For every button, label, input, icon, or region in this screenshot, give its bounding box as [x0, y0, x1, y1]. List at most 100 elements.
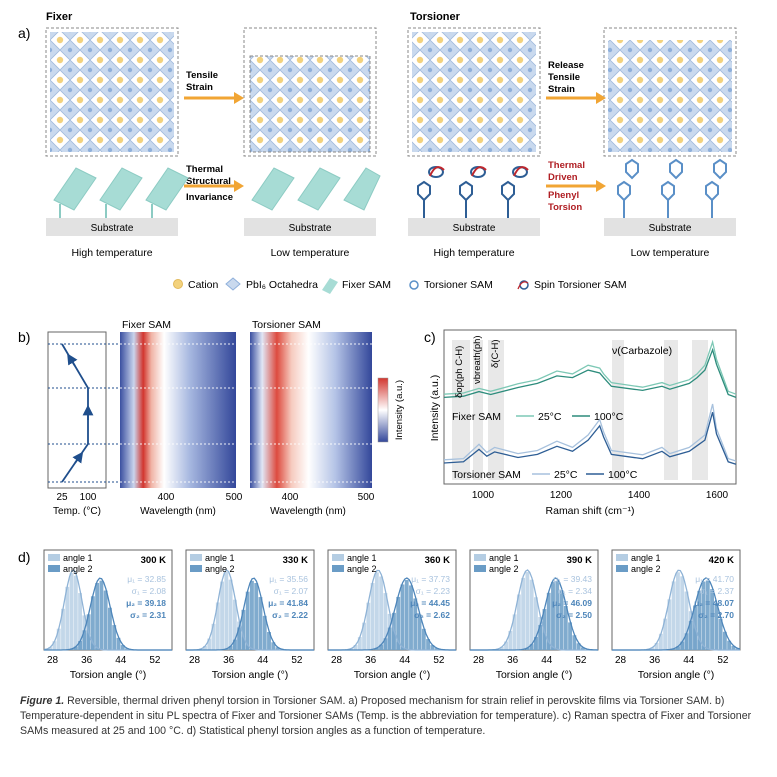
octahedra-icon: [225, 277, 241, 291]
legend-spin-torsioner-sam: Spin Torsioner SAM: [534, 279, 627, 291]
hist-bar-angle1: [680, 576, 685, 650]
hist-x-tick: 36: [507, 655, 519, 666]
legend-fixer-sam: Fixer SAM: [342, 279, 391, 291]
hist-bar-angle1: [676, 572, 680, 650]
hist-x-tick: 44: [399, 655, 411, 666]
hist-bar-angle2: [576, 643, 581, 650]
torsioner-legend-100: 100°C: [608, 469, 638, 481]
legend-angle2: angle 2: [205, 564, 235, 574]
torsioner-sam-high: [417, 166, 529, 218]
hist-bar-angle1: [650, 647, 655, 650]
temp-label-4: Low temperature: [631, 247, 710, 259]
hist-bar-angle2: [676, 646, 680, 650]
hist-bar-angle2: [383, 638, 388, 650]
caption-text: Reversible, thermal driven phenyl torsio…: [20, 695, 752, 737]
hist-bar-angle2: [120, 645, 125, 650]
hist-bar-angle2: [404, 580, 409, 650]
panel-c: c) δop(ph C-H) νbreath(ph) δ(C-H) ν(Carb…: [424, 329, 737, 517]
hist-bar-angle2: [400, 584, 405, 650]
fit-curve-angle2: [612, 577, 741, 651]
legend-swatch-angle2: [616, 565, 628, 572]
fixer-legend-100: 100°C: [594, 411, 624, 423]
hist-bar-angle2: [559, 590, 564, 650]
hist-bar-angle1: [65, 586, 70, 650]
panel-a-label: a): [18, 25, 30, 41]
stat-label: μ₁ = 41.70: [695, 574, 734, 584]
torsioner-wl-tick-500: 500: [358, 492, 375, 503]
torsioner-pl-heatmap: [250, 332, 372, 488]
hist-bar-angle1: [52, 641, 57, 650]
hist-bar-angle1: [525, 572, 530, 650]
hist-x-tick: 36: [223, 655, 235, 666]
hist-bar-angle2: [374, 647, 379, 650]
hist-bar-angle2: [727, 640, 732, 650]
panel-a: a) Fixer Torsioner Tensile Strain Releas…: [18, 11, 737, 294]
hist-bar-angle1: [232, 599, 237, 650]
stat-label: σ₂ = 2.22: [272, 610, 308, 620]
hist-bar-angle2: [580, 647, 585, 650]
hist-bar-angle2: [529, 644, 534, 650]
raman-line-1: [443, 339, 737, 395]
hist-bar-angle2: [534, 637, 538, 650]
hist-bar-angle2: [90, 596, 95, 650]
torsioner-wl-tick-400: 400: [282, 492, 299, 503]
hist-bar-angle2: [572, 635, 577, 650]
legend-swatch-angle1: [474, 554, 486, 561]
hist-bar-angle2: [241, 609, 246, 650]
arrow-release-text-3: Strain: [548, 84, 575, 95]
hist-x-tick: 52: [291, 655, 303, 666]
legend-angle2: angle 2: [63, 564, 93, 574]
figure-label: Figure 1.: [20, 695, 65, 707]
fixer-title: Fixer: [46, 11, 73, 23]
hist-bar-angle2: [680, 641, 685, 650]
stat-label: μ₁ = 39.43: [553, 574, 592, 584]
fit-curve-angle1: [328, 569, 456, 651]
raman-line-2: [443, 347, 737, 399]
legend-swatch-angle1: [48, 554, 60, 561]
arrow-release-text-1: Release: [548, 60, 584, 71]
hist-bar-angle1: [667, 599, 672, 650]
hist-x-tick: 44: [257, 655, 269, 666]
arrow-thermal-invariance-head: [234, 180, 244, 192]
hist-bar-angle2: [262, 615, 267, 650]
hist-bar-angle2: [271, 642, 276, 650]
raman-x-tick-1600: 1600: [706, 490, 729, 501]
hist-bar-angle1: [203, 646, 207, 650]
figure-1: a) Fixer Torsioner Tensile Strain Releas…: [18, 11, 741, 681]
hist-bar-angle1: [370, 583, 375, 650]
hist-bar-angle2: [95, 582, 100, 650]
stat-label: μ₂ = 39.18: [126, 598, 166, 608]
lattice-frame-fixer-low: [243, 27, 377, 157]
hist-bar-angle2: [701, 581, 706, 650]
torsioner-wl-label: Wavelength (nm): [270, 506, 346, 517]
stat-label: μ₂ = 41.84: [268, 598, 308, 608]
fit-curve-angle2: [186, 577, 314, 651]
raman-line-4: [443, 412, 737, 465]
arrow-invariance-text-2: Structural: [186, 176, 231, 187]
fixer-sam-low: [251, 167, 381, 211]
torsioner-legend-25: 25°C: [554, 469, 578, 481]
hist-bar-angle1: [508, 630, 513, 650]
temp-tick-100: 100: [80, 492, 97, 503]
legend-swatch-angle2: [474, 565, 486, 572]
perovskite-lattice-fixer-low: [249, 55, 371, 153]
temperature-label: 330 K: [283, 555, 308, 566]
hist-bar-angle2: [434, 648, 439, 650]
figure-caption: Figure 1. Reversible, thermal driven phe…: [20, 694, 762, 739]
hist-bar-angle2: [245, 591, 250, 650]
torsioner-sam-series-label: Torsioner SAM: [452, 469, 521, 481]
hist-bar-angle2: [78, 641, 82, 650]
stat-label: μ₂ = 46.09: [552, 598, 592, 608]
hist-bar-angle2: [697, 590, 702, 650]
hist-bar-angle1: [529, 579, 534, 650]
temp-label-3: High temperature: [433, 247, 514, 259]
raman-line-3: [443, 403, 737, 462]
fit-curve-angle2: [328, 577, 456, 651]
arrow-release-head: [596, 92, 606, 104]
hist-bar-angle1: [211, 623, 216, 650]
hist-bar-angle2: [108, 607, 112, 650]
raman-x-tick-1200: 1200: [550, 490, 573, 501]
temp-label-1: High temperature: [71, 247, 152, 259]
